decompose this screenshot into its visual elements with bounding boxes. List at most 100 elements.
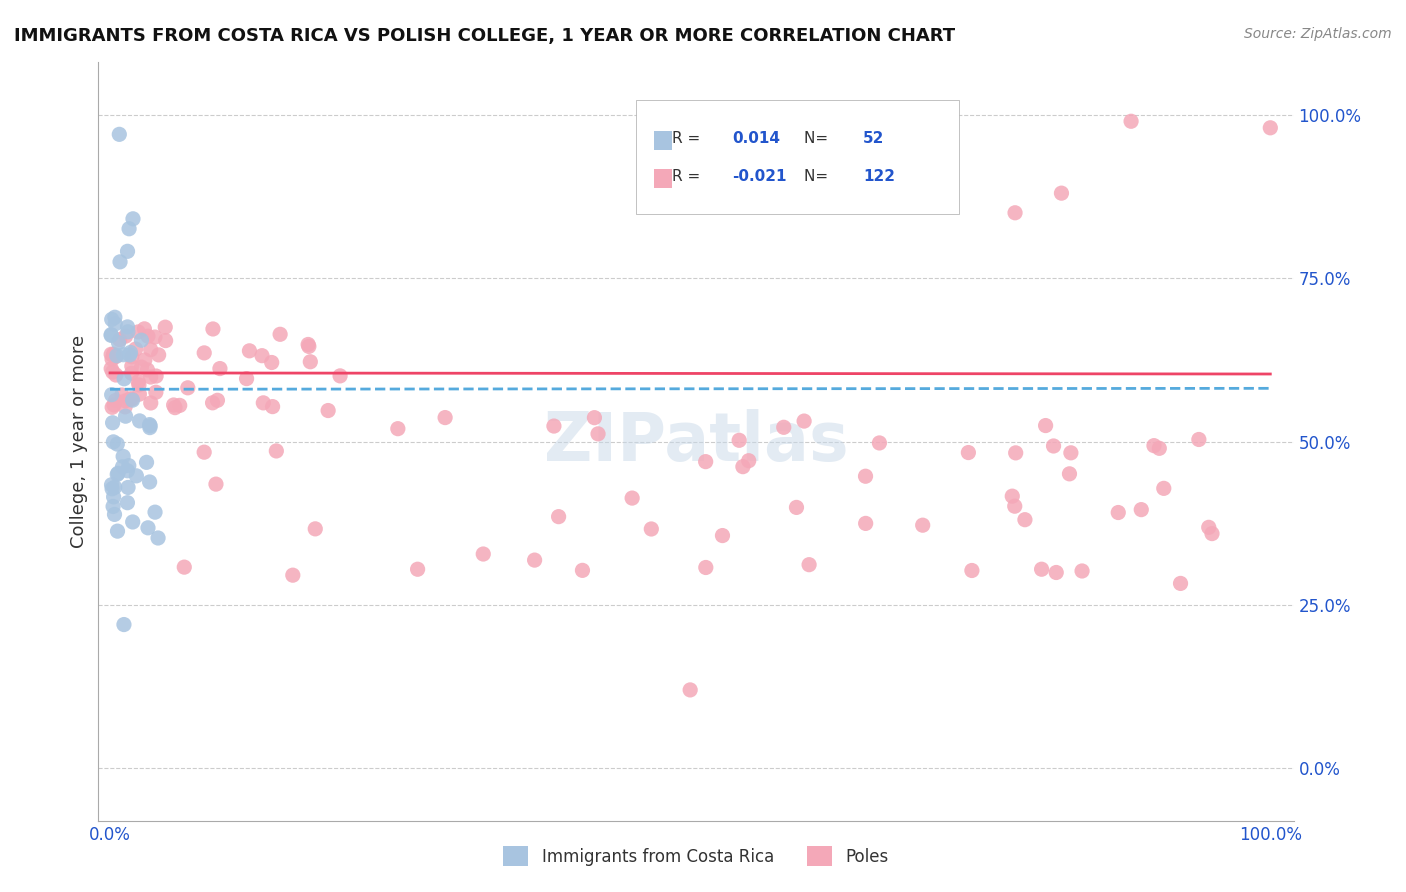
Poles bbox=[571, 563, 593, 577]
Poles bbox=[145, 385, 167, 400]
Immigrants from Costa Rica bbox=[105, 437, 128, 451]
Poles bbox=[731, 459, 754, 474]
Poles bbox=[1004, 206, 1026, 220]
Immigrants from Costa Rica bbox=[117, 244, 139, 259]
Immigrants from Costa Rica bbox=[117, 464, 139, 478]
Poles bbox=[121, 392, 143, 406]
Immigrants from Costa Rica bbox=[118, 221, 141, 235]
Poles bbox=[205, 477, 228, 491]
Immigrants from Costa Rica bbox=[121, 515, 143, 529]
Poles bbox=[136, 363, 159, 377]
Poles bbox=[143, 330, 166, 344]
Immigrants from Costa Rica bbox=[146, 531, 169, 545]
Poles bbox=[103, 347, 125, 361]
Poles bbox=[329, 368, 352, 383]
Poles bbox=[103, 398, 125, 412]
Poles bbox=[523, 553, 546, 567]
Poles bbox=[304, 522, 326, 536]
Legend: Immigrants from Costa Rica, Poles: Immigrants from Costa Rica, Poles bbox=[496, 839, 896, 873]
Immigrants from Costa Rica bbox=[107, 467, 129, 481]
Poles bbox=[1170, 576, 1192, 591]
Text: 0.014: 0.014 bbox=[733, 131, 780, 145]
Poles bbox=[235, 371, 257, 385]
Immigrants from Costa Rica bbox=[100, 312, 122, 326]
Immigrants from Costa Rica bbox=[118, 348, 141, 362]
Poles bbox=[104, 368, 127, 382]
Poles bbox=[297, 337, 319, 351]
Poles bbox=[281, 568, 304, 582]
Poles bbox=[169, 398, 191, 412]
Poles bbox=[127, 325, 149, 339]
Poles bbox=[108, 333, 131, 347]
Poles bbox=[298, 339, 321, 353]
Immigrants from Costa Rica bbox=[125, 468, 148, 483]
Poles bbox=[155, 334, 177, 348]
Poles bbox=[547, 509, 569, 524]
Poles bbox=[114, 393, 136, 408]
Immigrants from Costa Rica bbox=[103, 490, 125, 504]
Immigrants from Costa Rica bbox=[117, 319, 139, 334]
Poles bbox=[1045, 566, 1067, 580]
Poles bbox=[121, 366, 143, 380]
Poles bbox=[472, 547, 495, 561]
Poles bbox=[207, 393, 229, 408]
Poles bbox=[1201, 526, 1223, 541]
Immigrants from Costa Rica bbox=[139, 418, 162, 433]
Poles bbox=[148, 348, 170, 362]
Immigrants from Costa Rica bbox=[100, 327, 122, 342]
Poles bbox=[269, 327, 291, 342]
Immigrants from Costa Rica bbox=[107, 335, 129, 350]
Poles bbox=[104, 350, 127, 364]
Immigrants from Costa Rica bbox=[117, 496, 139, 510]
Poles bbox=[120, 392, 142, 406]
Poles bbox=[1258, 120, 1281, 135]
Immigrants from Costa Rica bbox=[143, 505, 166, 519]
Poles bbox=[100, 347, 122, 361]
Immigrants from Costa Rica bbox=[104, 310, 127, 325]
Poles bbox=[1153, 481, 1175, 495]
Immigrants from Costa Rica bbox=[100, 387, 122, 401]
Immigrants from Costa Rica bbox=[112, 348, 135, 362]
Y-axis label: College, 1 year or more: College, 1 year or more bbox=[70, 335, 89, 548]
Poles bbox=[145, 369, 167, 384]
Poles bbox=[711, 528, 734, 542]
Poles bbox=[155, 320, 177, 334]
Immigrants from Costa Rica bbox=[105, 349, 128, 363]
Poles bbox=[621, 491, 644, 505]
Poles bbox=[134, 322, 156, 336]
Immigrants from Costa Rica bbox=[103, 508, 125, 522]
Immigrants from Costa Rica bbox=[114, 409, 136, 424]
Poles bbox=[855, 516, 877, 531]
Poles bbox=[136, 329, 159, 343]
Poles bbox=[1035, 418, 1057, 433]
Poles bbox=[101, 365, 124, 379]
Text: -0.021: -0.021 bbox=[733, 169, 786, 184]
Poles bbox=[201, 396, 224, 410]
Text: ZIPatlas: ZIPatlas bbox=[544, 409, 848, 475]
Poles bbox=[1001, 489, 1024, 503]
Immigrants from Costa Rica bbox=[135, 455, 157, 469]
Poles bbox=[1130, 502, 1153, 516]
Poles bbox=[177, 381, 200, 395]
Poles bbox=[139, 370, 162, 384]
Immigrants from Costa Rica bbox=[117, 325, 139, 339]
Poles bbox=[1107, 506, 1129, 520]
Poles bbox=[134, 353, 156, 368]
Text: R =: R = bbox=[672, 169, 706, 184]
Poles bbox=[128, 378, 150, 392]
Poles bbox=[406, 562, 429, 576]
Poles bbox=[299, 355, 322, 369]
Immigrants from Costa Rica bbox=[128, 414, 150, 428]
Poles bbox=[100, 361, 122, 376]
Immigrants from Costa Rica bbox=[117, 480, 139, 494]
Poles bbox=[797, 558, 820, 572]
Poles bbox=[114, 400, 136, 414]
Poles bbox=[114, 329, 136, 343]
Poles bbox=[1004, 499, 1026, 513]
Poles bbox=[738, 453, 761, 467]
Poles bbox=[793, 414, 815, 428]
Poles bbox=[640, 522, 662, 536]
Immigrants from Costa Rica bbox=[112, 372, 135, 386]
FancyBboxPatch shape bbox=[654, 130, 672, 150]
Text: N=: N= bbox=[804, 131, 832, 145]
